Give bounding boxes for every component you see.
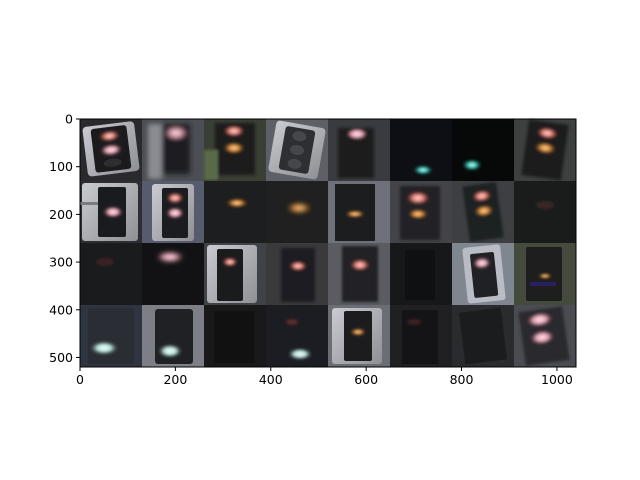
tile-r4-c5 [328, 305, 390, 367]
x-tick-label: 0 [76, 372, 84, 387]
tile-r4-c7 [452, 305, 514, 367]
tile-r2-c1 [80, 181, 142, 243]
y-tick-label: 300 [49, 255, 73, 270]
x-tick-label: 1000 [541, 372, 573, 387]
tile-r2-c4 [266, 181, 328, 243]
tile-r2-c8 [514, 181, 576, 243]
y-tick-label: 400 [49, 302, 73, 317]
tile-r4-c8 [514, 305, 576, 367]
tile-r3-c4 [266, 243, 328, 305]
tile-r4-c3 [204, 305, 266, 367]
y-tick-label: 100 [49, 159, 73, 174]
tile-r1-c5 [328, 119, 390, 181]
tile-r3-c7 [452, 243, 514, 305]
x-tick-label: 600 [354, 372, 378, 387]
y-tick-label: 200 [49, 207, 73, 222]
tile-r2-c3 [204, 181, 266, 243]
tile-r2-c2 [142, 181, 204, 243]
tile-r1-c4 [266, 119, 328, 181]
y-axis: 0 100 200 300 400 500 [49, 112, 80, 365]
tile-r3-c6 [390, 243, 452, 305]
tile-r2-c5 [328, 181, 390, 243]
tile-r3-c5 [328, 243, 390, 305]
tile-r3-c3 [204, 243, 266, 305]
tile-r1-c1 [80, 119, 142, 181]
tile-r4-c4 [266, 305, 328, 367]
tile-r1-c3 [204, 119, 266, 181]
axes-frame [79, 118, 577, 368]
x-axis: 0 200 400 600 800 1000 [76, 367, 573, 387]
tile-r4-c2 [142, 305, 204, 367]
x-tick-label: 800 [450, 372, 474, 387]
tile-r3-c1 [80, 243, 142, 305]
y-tick-label: 0 [65, 112, 73, 127]
x-tick-label: 400 [259, 372, 283, 387]
tile-r2-c6 [390, 181, 452, 243]
tile-r1-c2 [142, 119, 204, 181]
tile-r1-c6 [390, 119, 452, 181]
x-tick-label: 200 [163, 372, 187, 387]
y-tick-label: 500 [49, 350, 73, 365]
tile-r3-c2 [142, 243, 204, 305]
tile-r4-c1 [80, 305, 142, 367]
tile-r1-c7 [452, 119, 514, 181]
tile-r1-c8 [514, 119, 576, 181]
tile-r3-c8 [514, 243, 576, 305]
tile-r4-c6 [390, 305, 452, 367]
tile-r2-c7 [452, 181, 514, 243]
